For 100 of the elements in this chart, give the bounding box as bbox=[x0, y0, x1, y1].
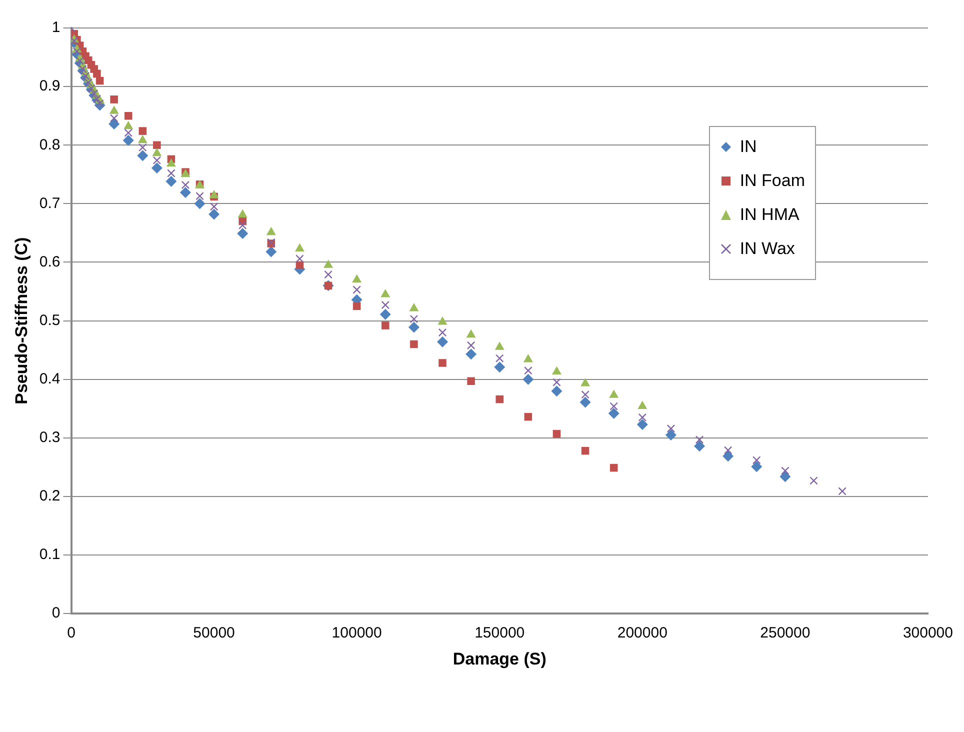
point bbox=[208, 208, 220, 220]
point bbox=[466, 348, 477, 360]
point bbox=[138, 134, 148, 144]
point bbox=[124, 112, 132, 120]
point bbox=[608, 408, 620, 419]
point bbox=[410, 340, 418, 348]
point bbox=[524, 366, 532, 375]
point bbox=[751, 461, 762, 472]
point bbox=[781, 466, 790, 475]
x-axis-title: Damage (S) bbox=[452, 649, 546, 668]
point bbox=[636, 418, 648, 430]
point bbox=[108, 118, 120, 130]
point bbox=[408, 322, 420, 333]
x-tick-label: 200000 bbox=[617, 624, 668, 642]
y-tick-label: 0.1 bbox=[39, 546, 60, 564]
point bbox=[352, 274, 362, 283]
point bbox=[209, 190, 219, 198]
point bbox=[494, 362, 506, 373]
point bbox=[124, 128, 133, 137]
point bbox=[694, 440, 706, 452]
y-tick-label: 0.2 bbox=[39, 488, 60, 505]
point bbox=[266, 246, 277, 258]
point bbox=[610, 464, 618, 472]
point bbox=[352, 286, 361, 294]
point bbox=[467, 377, 475, 386]
point bbox=[381, 322, 390, 330]
point bbox=[153, 141, 161, 150]
y-tick-label: 0.7 bbox=[39, 194, 60, 212]
point bbox=[638, 400, 648, 410]
point bbox=[152, 156, 162, 164]
point bbox=[522, 374, 534, 385]
point bbox=[196, 192, 204, 200]
point bbox=[752, 456, 761, 464]
x-tick-label: 0 bbox=[67, 624, 76, 642]
point bbox=[110, 96, 118, 104]
point bbox=[838, 487, 846, 496]
point bbox=[496, 395, 504, 404]
y-tick-label: 1 bbox=[52, 19, 60, 36]
point bbox=[138, 127, 147, 135]
point bbox=[810, 476, 818, 485]
point bbox=[166, 158, 176, 167]
point bbox=[695, 436, 704, 444]
point bbox=[409, 303, 419, 312]
point bbox=[524, 412, 532, 421]
point bbox=[180, 187, 191, 198]
y-tick-label: 0.3 bbox=[39, 429, 60, 446]
x-tick-label: 100000 bbox=[332, 624, 382, 642]
point bbox=[551, 386, 562, 397]
point bbox=[194, 198, 206, 210]
point bbox=[296, 254, 304, 263]
point bbox=[665, 429, 676, 440]
point bbox=[580, 396, 591, 408]
point bbox=[552, 378, 561, 386]
y-tick-label: 0.8 bbox=[39, 136, 60, 154]
point bbox=[438, 316, 448, 325]
x-tick-label: 300000 bbox=[902, 624, 954, 642]
point bbox=[581, 446, 590, 455]
point bbox=[466, 341, 476, 350]
point bbox=[294, 243, 304, 252]
point bbox=[380, 308, 391, 320]
y-tick-label: 0.6 bbox=[39, 253, 60, 270]
point bbox=[238, 221, 247, 230]
point bbox=[780, 471, 791, 482]
point bbox=[610, 402, 618, 410]
point bbox=[580, 378, 590, 386]
point bbox=[438, 359, 446, 367]
point bbox=[381, 300, 390, 310]
point bbox=[724, 446, 732, 454]
point bbox=[495, 354, 504, 362]
point bbox=[466, 329, 476, 338]
point bbox=[167, 169, 176, 178]
point bbox=[666, 424, 676, 433]
point bbox=[96, 99, 104, 108]
point bbox=[93, 70, 101, 78]
legend-label: IN Foam bbox=[740, 171, 805, 191]
x-tick-label: 250000 bbox=[760, 624, 810, 642]
point bbox=[124, 120, 134, 130]
point bbox=[266, 226, 276, 236]
point bbox=[151, 162, 162, 174]
point bbox=[90, 89, 98, 98]
point bbox=[722, 450, 734, 462]
point bbox=[181, 180, 190, 190]
point bbox=[110, 114, 118, 122]
point bbox=[438, 328, 447, 337]
point bbox=[437, 336, 448, 348]
y-tick-label: 0.4 bbox=[39, 370, 60, 388]
point bbox=[71, 36, 78, 46]
x-tick-label: 50000 bbox=[193, 624, 235, 642]
x-tick-label: 150000 bbox=[474, 624, 525, 642]
y-axis-title: Pseudo-Stiffness (C) bbox=[12, 237, 31, 404]
point bbox=[352, 302, 361, 310]
point bbox=[494, 342, 504, 350]
point bbox=[138, 143, 147, 152]
point bbox=[137, 150, 148, 162]
point bbox=[92, 94, 102, 103]
point bbox=[410, 314, 418, 324]
point bbox=[380, 288, 390, 298]
point bbox=[72, 47, 82, 56]
point bbox=[210, 202, 218, 211]
point bbox=[96, 76, 104, 85]
